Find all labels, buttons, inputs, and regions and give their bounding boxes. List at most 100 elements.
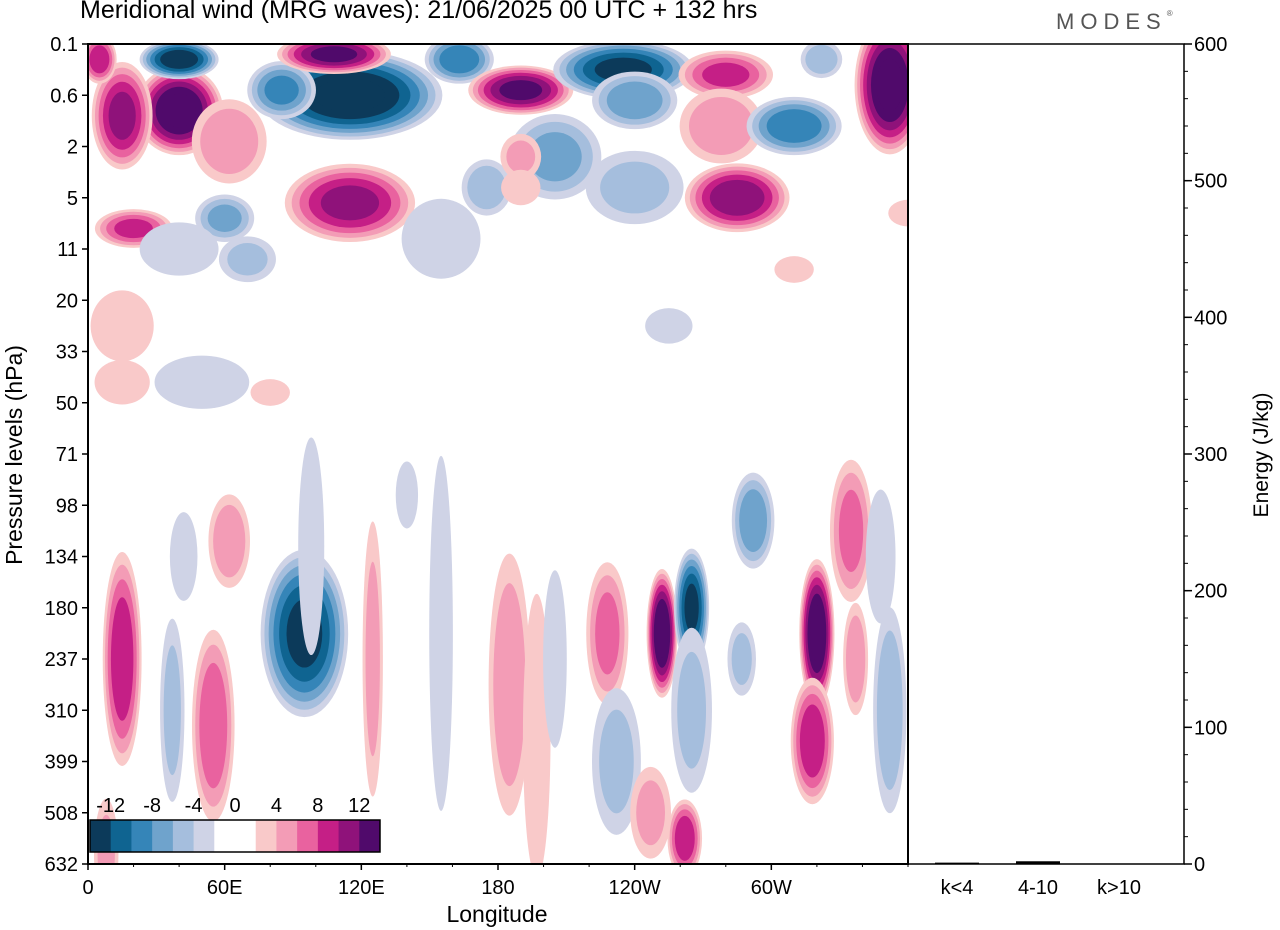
contour-band [677, 651, 707, 769]
contour-band [645, 308, 693, 344]
colorbar-swatch [90, 820, 112, 852]
wind-feature-59 [790, 677, 834, 805]
y-tick-label: 237 [45, 649, 78, 671]
energy-tick-label: 400 [1194, 307, 1227, 329]
wind-feature-27 [139, 222, 219, 276]
wind-feature-28 [218, 236, 276, 283]
energy-tick-label: 200 [1194, 581, 1227, 603]
contour-band [429, 455, 453, 811]
wind-feature-15 [678, 50, 774, 99]
wind-feature-48 [543, 570, 567, 748]
wind-field [88, 44, 908, 864]
contour-band [315, 78, 385, 113]
contour-band [162, 93, 196, 128]
y-tick-label: 71 [56, 444, 78, 466]
contour-band [805, 44, 838, 74]
wind-feature-32 [90, 290, 154, 362]
energy-category-label: k<4 [941, 877, 974, 899]
contour-band [108, 91, 136, 140]
wind-feature-63 [865, 489, 896, 624]
contour-band [250, 379, 290, 406]
wind-feature-54 [667, 799, 703, 864]
y-tick-label: 0.1 [50, 34, 78, 56]
colorbar-frame [89, 819, 381, 853]
wind-feature-9 [424, 44, 494, 84]
wind-feature-5 [139, 44, 219, 80]
wind-feature-29 [401, 198, 481, 279]
contour-band [467, 165, 506, 210]
wind-feature-37 [102, 552, 142, 766]
contour-band [154, 355, 250, 409]
wind-feature-39 [160, 618, 185, 802]
wind-feature-52 [674, 548, 710, 667]
contour-band [110, 597, 134, 721]
wind-feature-61 [873, 607, 907, 814]
wind-feature-19 [854, 44, 908, 155]
contour-band [499, 80, 543, 101]
colorbar-label: -8 [143, 795, 161, 817]
contour-band [888, 199, 908, 227]
wind-feature-10 [468, 65, 574, 115]
contour-band [739, 489, 768, 553]
contour-band [506, 140, 536, 173]
contour-band [689, 97, 754, 155]
colorbar-label: 4 [271, 795, 282, 817]
colorbar-swatch [297, 820, 319, 852]
wind-feature-17 [746, 96, 842, 156]
colorbar-label: -12 [96, 795, 125, 817]
contour-band [865, 489, 896, 624]
wind-feature-38 [169, 512, 198, 601]
wind-feature-58 [799, 559, 835, 708]
chart-title: Meridional wind (MRG waves): 21/06/2025 … [80, 0, 758, 24]
wind-feature-40 [208, 494, 251, 588]
wind-feature-31 [774, 256, 814, 283]
wind-feature-7 [247, 61, 316, 120]
wind-feature-43 [298, 437, 325, 656]
colorbar-label: 8 [312, 795, 323, 817]
y-tick-label: 5 [67, 188, 78, 210]
colorbar-label: 12 [348, 795, 370, 817]
wind-feature-65 [395, 461, 419, 529]
contour-band [501, 169, 541, 206]
contour-band [139, 222, 219, 276]
y-axis-label: Pressure levels (hPa) [1, 345, 27, 565]
wind-feature-16 [679, 88, 763, 164]
contour-band [766, 109, 822, 143]
contour-band [810, 605, 824, 662]
wind-feature-23 [500, 133, 542, 180]
energy-panel: 0 100 200 300 400 500 600 k<4 4-10 k>10 [935, 34, 1227, 899]
wind-feature-22 [461, 159, 512, 216]
contour-band [298, 437, 325, 656]
wind-feature-4 [88, 44, 117, 84]
contour-band [845, 615, 866, 703]
contour-band [89, 45, 110, 74]
contour-band [684, 583, 699, 632]
contour-band [94, 360, 150, 405]
colorbar-legend: -12 -8 -4 0 4 8 12 [89, 795, 381, 853]
colorbar-swatch [214, 820, 236, 852]
wind-feature-45 [429, 455, 453, 811]
contour-band [606, 81, 663, 120]
energy-tick-label: 300 [1194, 444, 1227, 466]
colorbar-label: 0 [229, 795, 240, 817]
y-tick-label: 20 [56, 290, 78, 312]
y-tick-label: 2 [67, 137, 78, 159]
contour-band [114, 218, 153, 239]
energy-bar [935, 862, 979, 864]
modes-logo: MODES® [1056, 9, 1173, 35]
wind-feature-49 [586, 562, 629, 705]
contour-band [595, 592, 620, 675]
wind-feature-35 [250, 379, 290, 406]
y-tick-label: 98 [56, 495, 78, 517]
contour-band [395, 461, 419, 529]
y-tick-label: 310 [45, 700, 78, 722]
energy-tick-label: 0 [1194, 854, 1205, 876]
y-tick-label: 33 [56, 342, 78, 364]
wind-feature-50 [591, 688, 641, 835]
contour-band [439, 45, 480, 74]
wind-feature-46 [488, 553, 531, 816]
wind-feature-30 [888, 199, 908, 227]
energy-tick-label: 500 [1194, 171, 1227, 193]
wind-feature-60 [843, 602, 869, 716]
contour-band [207, 204, 242, 232]
